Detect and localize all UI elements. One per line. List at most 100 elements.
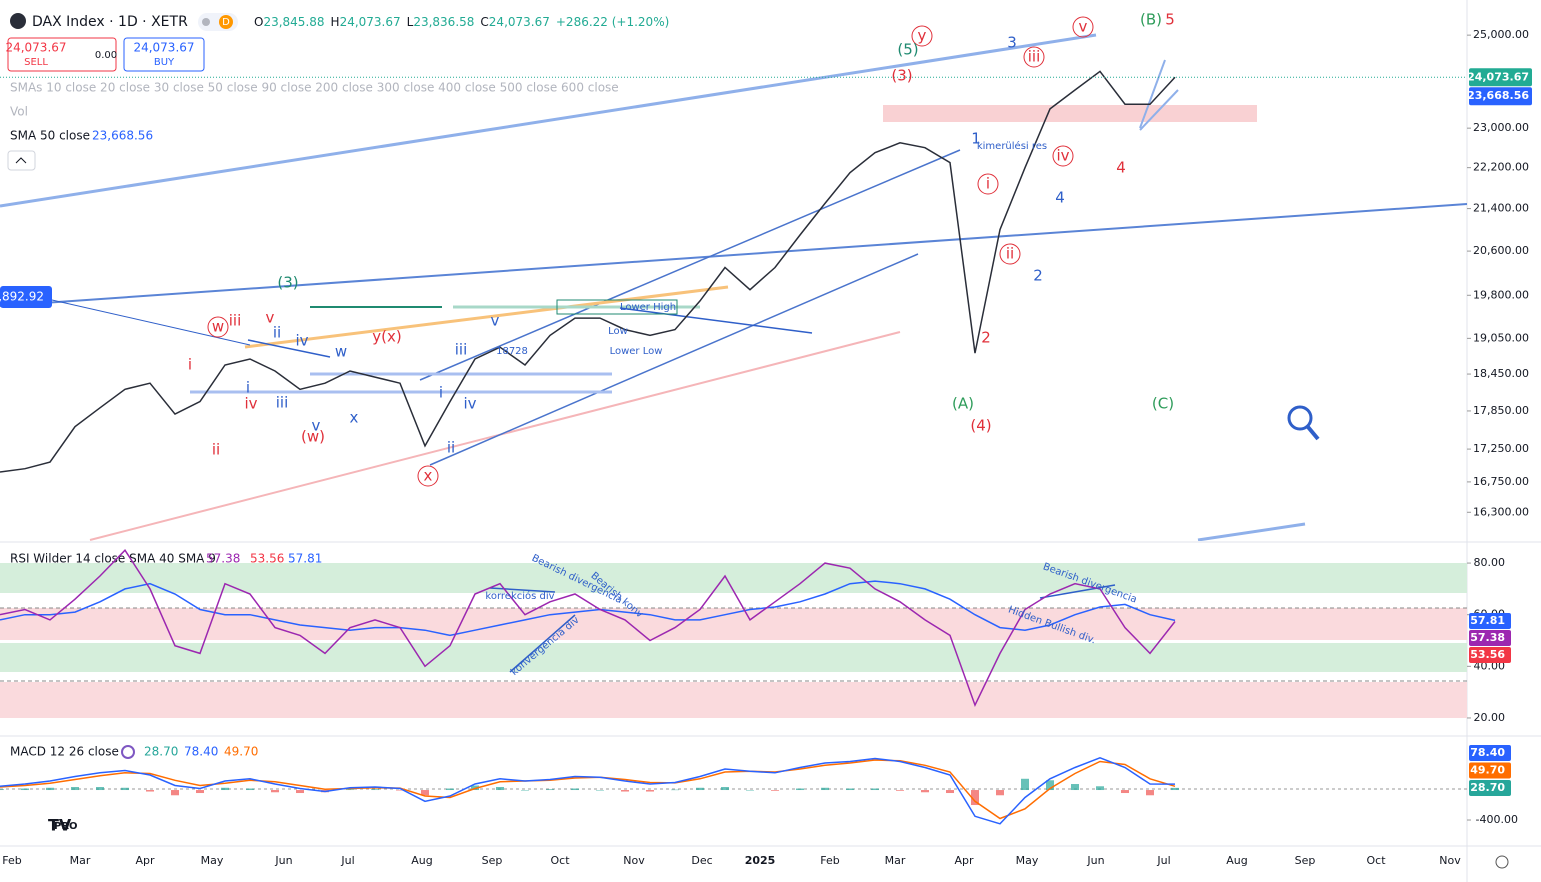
price-tick-label: 25,000.00	[1473, 28, 1529, 41]
histogram-bar	[571, 788, 579, 791]
wave-circle	[417, 465, 439, 487]
wave-label: v	[266, 309, 275, 327]
wave-label: (A)	[952, 395, 974, 413]
time-label: Dec	[691, 854, 712, 867]
histogram-bar	[1096, 786, 1104, 791]
wave-label: 2	[981, 329, 991, 347]
histogram-bar	[121, 787, 129, 791]
vol-legend[interactable]: Vol	[10, 105, 28, 119]
rsi-tick-label: 80.00	[1474, 556, 1506, 569]
histogram-bar	[1146, 790, 1154, 796]
macd-icon	[121, 745, 135, 759]
wave-label: iii	[455, 341, 468, 359]
time-label: Mar	[885, 854, 906, 867]
histogram-bar	[596, 790, 604, 791]
wave-label: ii	[212, 441, 220, 459]
ohlc-value: 24,073.67	[489, 15, 550, 29]
ohlc-label: O	[254, 15, 263, 29]
macd-tick-label: -400.00	[1476, 813, 1518, 826]
trend-line	[509, 614, 576, 673]
buy-price: 24,073.67	[133, 41, 194, 55]
wave-label: i	[246, 379, 250, 397]
histogram-bar	[771, 790, 779, 791]
macd-legend-value: 78.40	[184, 745, 218, 759]
left-marker-box	[0, 286, 52, 308]
wave-label: i	[188, 356, 192, 374]
price-tick-label: 22,200.00	[1473, 161, 1529, 174]
histogram-bar	[271, 790, 279, 793]
histogram-bar	[221, 787, 229, 791]
histogram-bar	[21, 788, 29, 791]
ohlc-label: C	[480, 15, 488, 29]
trend-line	[1139, 59, 1166, 129]
sma50-legend[interactable]: SMA 50 close	[10, 129, 90, 143]
trend-line	[244, 285, 729, 349]
wave-label: i	[986, 175, 990, 193]
price-tick-label: 17,250.00	[1473, 442, 1529, 455]
macd-marker: 28.70	[1470, 781, 1505, 794]
time-label: Jun	[1086, 854, 1104, 867]
wave-label: 2	[1033, 267, 1043, 285]
macd-marker-box	[1469, 762, 1511, 779]
histogram-bar	[396, 790, 404, 791]
wave-label: 18728	[496, 346, 528, 357]
wave-circle	[911, 25, 933, 47]
logo: TV	[48, 816, 72, 835]
time-label: Jul	[1156, 854, 1170, 867]
histogram-bar	[671, 789, 679, 791]
price-tick-label: 23,000.00	[1473, 121, 1529, 134]
wave-label: ii	[1006, 245, 1014, 263]
wave-label: y(x)	[372, 328, 401, 346]
sell-button[interactable]	[7, 37, 117, 72]
wave-label: 3	[1007, 34, 1017, 52]
macd-legend-value: 49.70	[224, 745, 258, 759]
rsi-marker: 57.81	[1470, 614, 1505, 627]
wave-label: (C)	[1152, 395, 1174, 413]
collapse-button[interactable]	[7, 150, 36, 171]
macd-legend: MACD 12 26 close	[10, 745, 119, 759]
wave-label: i	[439, 384, 443, 402]
histogram-bar	[1021, 778, 1029, 791]
wave-label: 5	[1165, 11, 1175, 29]
buy-label: BUY	[154, 57, 175, 68]
wave-label: iv	[463, 395, 476, 413]
ohlc-label: L	[407, 15, 414, 29]
histogram-bar	[646, 790, 654, 792]
wave-label: x	[350, 409, 359, 427]
buy-button[interactable]	[123, 37, 205, 72]
wave-label: iv	[1056, 147, 1069, 165]
trend-line	[489, 587, 556, 593]
wave-circle	[207, 316, 229, 338]
sma50-value: 23,668.56	[92, 129, 153, 143]
badge-dot	[219, 15, 233, 29]
wave-label: 1	[971, 130, 981, 148]
rsi-marker: 53.56	[1470, 648, 1505, 661]
wave-label: 4	[1116, 159, 1126, 177]
time-label: Aug	[1226, 854, 1247, 867]
price-tick-label: 20,600.00	[1473, 244, 1529, 257]
rsi-note: korrekciós div	[485, 590, 554, 602]
price-tick-label: 19,800.00	[1473, 288, 1529, 301]
time-label: Nov	[623, 854, 645, 867]
rsi-legend-value: 57.38	[206, 552, 240, 566]
trend-line	[89, 331, 901, 541]
zone	[883, 105, 1257, 122]
settings-icon[interactable]	[1495, 855, 1509, 869]
ohlc-value: 24,073.67	[340, 15, 401, 29]
histogram-bar	[921, 790, 929, 793]
wave-label: 4	[1055, 189, 1065, 207]
drawings	[0, 33, 1467, 541]
time-label: Jun	[274, 854, 292, 867]
zoom-icon[interactable]	[1287, 405, 1313, 431]
symbol-title[interactable]: DAX Index · 1D · XETR	[32, 14, 188, 30]
histogram-bar	[896, 790, 904, 791]
sell-label: SELL	[24, 57, 48, 68]
sma-legend[interactable]: SMAs 10 close 20 close 30 close 50 close…	[10, 81, 619, 95]
symbol-icon[interactable]	[10, 13, 26, 29]
wave-label: (5)	[897, 41, 918, 59]
price-tick-label: 17,850.00	[1473, 404, 1529, 417]
histogram-bar	[746, 790, 754, 791]
